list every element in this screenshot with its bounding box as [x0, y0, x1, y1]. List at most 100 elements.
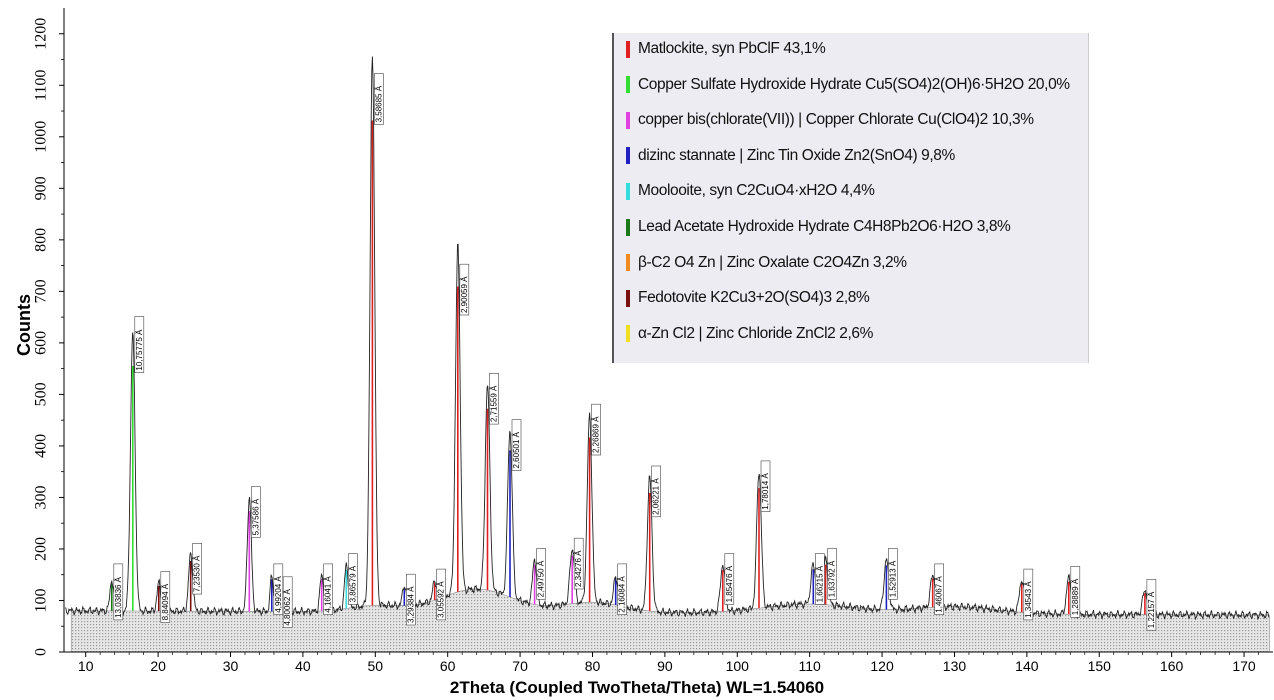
x-tick-label-30: 30: [223, 658, 239, 674]
legend-label-4: Moolooite, syn C2CuO4·xH2O 4,4%: [638, 182, 875, 200]
y-tick-label-800: 800: [33, 228, 50, 252]
peak-label-1: 10,75775 Å: [134, 316, 145, 373]
peak-label-14: 2,60501 Å: [511, 419, 522, 471]
peak-label-27: 1,28889 Å: [1070, 566, 1081, 618]
pattern-trace-layer: [65, 56, 1270, 621]
peak-label-23: 1,63792 Å: [827, 548, 837, 600]
peak-label-8: 3,86579 Å: [347, 553, 358, 605]
peak-label-20: 1,85476 Å: [724, 553, 735, 605]
y-tick-label-100: 100: [33, 588, 50, 612]
legend-swatch-2: [626, 111, 630, 129]
x-tick-label-50: 50: [368, 658, 384, 674]
axes-layer: 0 100 200 300 400 500 600 700 800 900 1000 1100 1200…: [33, 8, 1273, 674]
svg-text:2,26869 Å: 2,26869 Å: [592, 416, 601, 453]
svg-text:1,52913 Å: 1,52913 Å: [888, 560, 897, 597]
x-tick-label-90: 90: [657, 658, 673, 674]
x-axis-label: 2Theta (Coupled TwoTheta/Theta) WL=1.540…: [449, 678, 825, 697]
svg-text:2,71559 Å: 2,71559 Å: [490, 385, 499, 422]
peak-label-21: 1,78014 Å: [760, 460, 771, 512]
svg-text:3,05592 Å: 3,05592 Å: [437, 581, 446, 618]
svg-text:3,29384 Å: 3,29384 Å: [406, 586, 415, 623]
legend-swatch-8: [626, 325, 630, 343]
chart-legend: Matlockite, syn PbClF 43,1% Copper Sulfat…: [612, 33, 1089, 363]
peak-label-4: 5,37586 Å: [251, 486, 261, 538]
svg-text:10,75775 Å: 10,75775 Å: [135, 329, 144, 371]
peak-label-10: 3,29384 Å: [405, 573, 416, 626]
y-tick-label-400: 400: [33, 434, 50, 458]
svg-text:4,16041 Å: 4,16041 Å: [324, 576, 333, 613]
y-axis-label: Counts: [14, 294, 34, 356]
svg-text:1,46067 Å: 1,46067 Å: [935, 576, 944, 613]
svg-text:1,22157 Å: 1,22157 Å: [1147, 591, 1156, 628]
svg-text:2,60501 Å: 2,60501 Å: [512, 431, 521, 468]
svg-text:1,78014 Å: 1,78014 Å: [761, 473, 770, 510]
legend-item-3: dizinc stannate | Zinc Tin Oxide Zn2(SnO…: [626, 145, 955, 167]
svg-text:5,37586 Å: 5,37586 Å: [251, 498, 260, 535]
peak-label-7: 4,16041 Å: [323, 563, 334, 616]
x-tick-label-160: 160: [1160, 658, 1184, 674]
x-tick-label-120: 120: [870, 658, 894, 674]
svg-text:3,58685 Å: 3,58685 Å: [374, 85, 383, 122]
legend-label-2: copper bis(chlorate(VII)) | Copper Chlor…: [638, 111, 1034, 129]
legend-label-8: α-Zn Cl2 | Zinc Chloride ZnCl2 2,6%: [638, 324, 874, 342]
peak-label-0: 13,03836 Å: [113, 563, 124, 621]
peak-label-22: 1,66215 Å: [814, 553, 825, 605]
peak-label-15: 2,49750 Å: [536, 548, 546, 600]
x-tick-label-70: 70: [512, 658, 528, 674]
svg-text:13,03836 Å: 13,03836 Å: [114, 576, 123, 618]
y-tick-label-300: 300: [33, 485, 50, 509]
y-tick-label-500: 500: [33, 382, 50, 406]
legend-item-2: copper bis(chlorate(VII)) | Copper Chlor…: [626, 109, 1034, 131]
legend-item-8: α-Zn Cl2 | Zinc Chloride ZnCl2 2,6%: [626, 323, 873, 345]
phase-lines-layer: [111, 120, 1146, 615]
peak-label-2: 8,84094 Å: [160, 571, 171, 623]
legend-item-4: Moolooite, syn C2CuO4·xH2O 4,4%: [626, 180, 875, 202]
legend-label-0: Matlockite, syn PbClF 43,1%: [638, 40, 826, 57]
svg-text:2,34276 Å: 2,34276 Å: [574, 550, 583, 587]
legend-item-6: β-C2 O4 Zn | Zinc Oxalate C2O4Zn 3,2%: [626, 252, 907, 274]
y-tick-label-700: 700: [33, 279, 50, 303]
svg-text:2,16084 Å: 2,16084 Å: [618, 576, 627, 613]
svg-text:1,28889 Å: 1,28889 Å: [1071, 578, 1080, 615]
legend-item-7: Fedotovite K2Cu3+2O(SO4)3 2,8%: [626, 287, 870, 309]
peak-label-19: 2,06221 Å: [651, 465, 662, 518]
legend-item-1: Copper Sulfate Hydroxide Hydrate Cu5(SO4…: [626, 74, 1070, 96]
x-tick-label-20: 20: [150, 658, 166, 674]
x-tick-label-100: 100: [726, 658, 750, 674]
y-tick-label-1000: 1000: [33, 121, 50, 153]
x-tick-label-170: 170: [1232, 658, 1256, 674]
peak-label-18: 2,16084 Å: [617, 563, 628, 616]
svg-text:4,80062 Å: 4,80062 Å: [283, 588, 292, 625]
legend-item-0: Matlockite, syn PbClF 43,1%: [626, 38, 826, 60]
peak-label-9: 3,58685 Å: [374, 73, 384, 125]
x-tick-label-10: 10: [78, 658, 94, 674]
svg-text:1,85476 Å: 1,85476 Å: [725, 565, 734, 602]
x-tick-label-150: 150: [1088, 658, 1112, 674]
peak-label-6: 4,80062 Å: [282, 576, 293, 628]
peak-label-26: 1,34543 Å: [1023, 568, 1034, 621]
x-tick-label-110: 110: [799, 658, 822, 674]
x-tick-label-40: 40: [295, 658, 311, 674]
y-tick-label-1100: 1100: [33, 70, 50, 101]
y-tick-label-1200: 1200: [33, 18, 50, 50]
x-tick-label-140: 140: [1015, 658, 1039, 674]
svg-text:1,66215 Å: 1,66215 Å: [815, 565, 824, 602]
x-tick-label-80: 80: [585, 658, 601, 674]
svg-text:1,63792 Å: 1,63792 Å: [828, 560, 837, 597]
svg-text:4,99204 Å: 4,99204 Å: [274, 576, 283, 613]
y-tick-label-200: 200: [33, 537, 50, 561]
peak-label-28: 1,22157 Å: [1146, 579, 1157, 631]
svg-text:3,86579 Å: 3,86579 Å: [348, 565, 357, 602]
legend-label-5: Lead Acetate Hydroxide Hydrate C4H8Pb2O6…: [638, 218, 1011, 235]
y-tick-label-0: 0: [33, 648, 50, 656]
background-hatch-layer: [70, 588, 1270, 653]
svg-text:8,84094 Å: 8,84094 Å: [161, 583, 170, 620]
peak-label-25: 1,46067 Å: [934, 563, 945, 616]
legend-item-5: Lead Acetate Hydroxide Hydrate C4H8Pb2O6…: [626, 216, 1011, 238]
legend-swatch-0: [626, 40, 630, 58]
xrd-trace: [65, 56, 1270, 621]
x-tick-label-130: 130: [943, 658, 967, 674]
legend-swatch-6: [626, 254, 630, 272]
peak-label-11: 3,05592 Å: [436, 568, 447, 621]
